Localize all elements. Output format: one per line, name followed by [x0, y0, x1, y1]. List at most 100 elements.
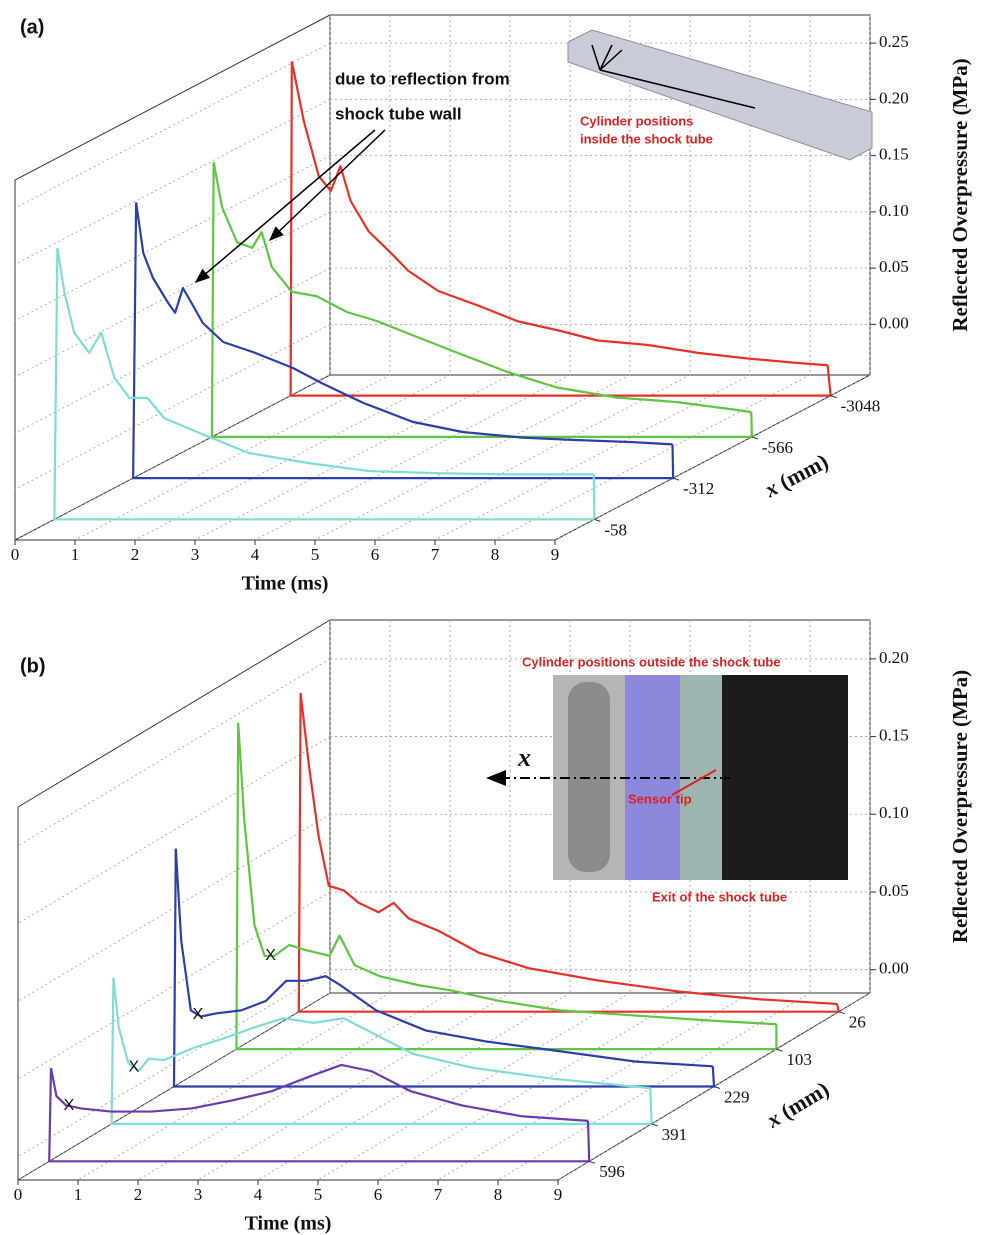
trace-frame	[172, 848, 716, 1088]
depth-tick	[651, 1123, 658, 1127]
depth-tick	[589, 1160, 596, 1164]
y-tick-label: 0.20	[879, 88, 909, 107]
grid-line	[17, 658, 331, 847]
depth-tick	[751, 436, 759, 440]
depth-tick	[776, 1048, 783, 1052]
depth-tick-label: -566	[762, 438, 793, 457]
depth-tick-label: 391	[662, 1125, 688, 1144]
x-tick-label: 6	[371, 545, 380, 564]
grid-line	[17, 813, 331, 1002]
inset-text: Cylinder positions outside the shock tub…	[522, 654, 781, 669]
series-line	[174, 848, 713, 1068]
grid-line	[17, 736, 331, 924]
depth-tick-label: -58	[604, 520, 627, 539]
depth-tick-label: 103	[786, 1050, 812, 1069]
grid-line	[194, 374, 511, 541]
grid-line	[14, 155, 331, 321]
trace-frame	[289, 61, 832, 397]
x-tick-label: 7	[434, 1185, 443, 1204]
trace-frame	[132, 202, 675, 480]
inset-photo-part	[625, 675, 680, 880]
y-tick-label: 0.10	[879, 201, 909, 220]
x-tick-label: 8	[491, 545, 500, 564]
grid-line	[434, 374, 751, 541]
inset-arrow	[591, 44, 601, 71]
inset-text: inside the shock tube	[580, 131, 713, 146]
x-tick-label: 1	[74, 1185, 83, 1204]
annotation-arrow	[268, 129, 386, 242]
depth-tick-label: 26	[849, 1013, 866, 1032]
x-tick-label: 1	[71, 545, 80, 564]
trace-frame	[235, 722, 778, 1051]
series-line	[56, 248, 594, 476]
floor-edge	[15, 374, 871, 541]
x-tick-label: 4	[254, 1185, 263, 1204]
inset-arrow	[599, 44, 613, 71]
grid-line	[14, 42, 331, 209]
x-tick-label: 7	[431, 545, 440, 564]
trace-frame	[210, 162, 754, 438]
x-axis-title: Time (ms)	[245, 1213, 332, 1235]
x-axis-title: Time (ms)	[242, 573, 329, 595]
series-line	[299, 692, 838, 1006]
depth-tick-label: -312	[683, 479, 714, 498]
x-tick-label: 5	[311, 545, 320, 564]
trace-marker: X	[193, 1006, 204, 1023]
grid-line	[494, 374, 811, 541]
depth-axis-title: x (mm)	[761, 1076, 833, 1133]
inset-tube	[567, 29, 873, 161]
z-axis-title: Reflected Overpressure (MPa)	[948, 58, 972, 331]
depth-tick	[713, 1086, 721, 1089]
depth-tick-label: 596	[599, 1162, 625, 1181]
y-tick-label: 0.25	[879, 32, 909, 51]
x-tick-label: 9	[554, 1185, 563, 1204]
trace-frame	[48, 1068, 591, 1163]
y-tick-label: 0.05	[879, 257, 909, 276]
y-tick-label: 0.15	[879, 145, 909, 164]
grid-line	[554, 374, 871, 541]
inset-text: Cylinder positions	[580, 113, 693, 128]
x-tick-label: 3	[194, 1185, 203, 1204]
inset-x-label: x	[517, 743, 531, 772]
z-axis-title: Reflected Overpressure (MPa)	[948, 670, 972, 943]
y-tick-label: 0.10	[879, 803, 909, 822]
grid-line	[14, 324, 331, 490]
depth-tick-label: 229	[724, 1087, 750, 1106]
series-line	[49, 1063, 589, 1122]
depth-tick	[838, 1011, 845, 1015]
panel-label: (a)	[20, 16, 44, 38]
inset-text: Sensor tip	[628, 791, 692, 806]
inset-arrow	[599, 49, 623, 71]
grid-line	[254, 374, 571, 541]
inset-sensor-arrow	[671, 769, 717, 796]
series-line	[135, 202, 673, 446]
y-tick-label: 0.15	[879, 725, 909, 744]
y-tick-label: 0.05	[879, 881, 909, 900]
y-tick-label: 0.20	[879, 648, 909, 667]
trace-marker: X	[265, 947, 276, 964]
inset-arrow	[599, 69, 756, 109]
grid-line	[134, 374, 451, 541]
inset-text: Exit of the shock tube	[652, 889, 787, 904]
x-tick-label: 8	[494, 1185, 503, 1204]
x-tick-label: 2	[134, 1185, 143, 1204]
trace-marker: X	[64, 1097, 75, 1114]
depth-tick	[594, 518, 601, 522]
x-tick-label: 5	[314, 1185, 323, 1204]
y-tick-label: 0.00	[879, 313, 909, 332]
grid-line	[314, 374, 631, 541]
y-tick-label: 0.00	[879, 959, 909, 978]
depth-tick	[830, 395, 837, 399]
series-line	[112, 977, 651, 1090]
grid-line	[14, 211, 331, 378]
depth-axis-unit: (mm)	[776, 1076, 833, 1124]
trace-marker: X	[128, 1059, 139, 1076]
x-tick-label: 9	[551, 545, 560, 564]
grid-line	[14, 99, 331, 265]
x-tick-label: 0	[14, 1185, 23, 1204]
side-wall	[17, 619, 331, 1181]
x-tick-label: 0	[11, 545, 20, 564]
x-tick-label: 4	[251, 545, 260, 564]
x-tick-label: 3	[191, 545, 200, 564]
